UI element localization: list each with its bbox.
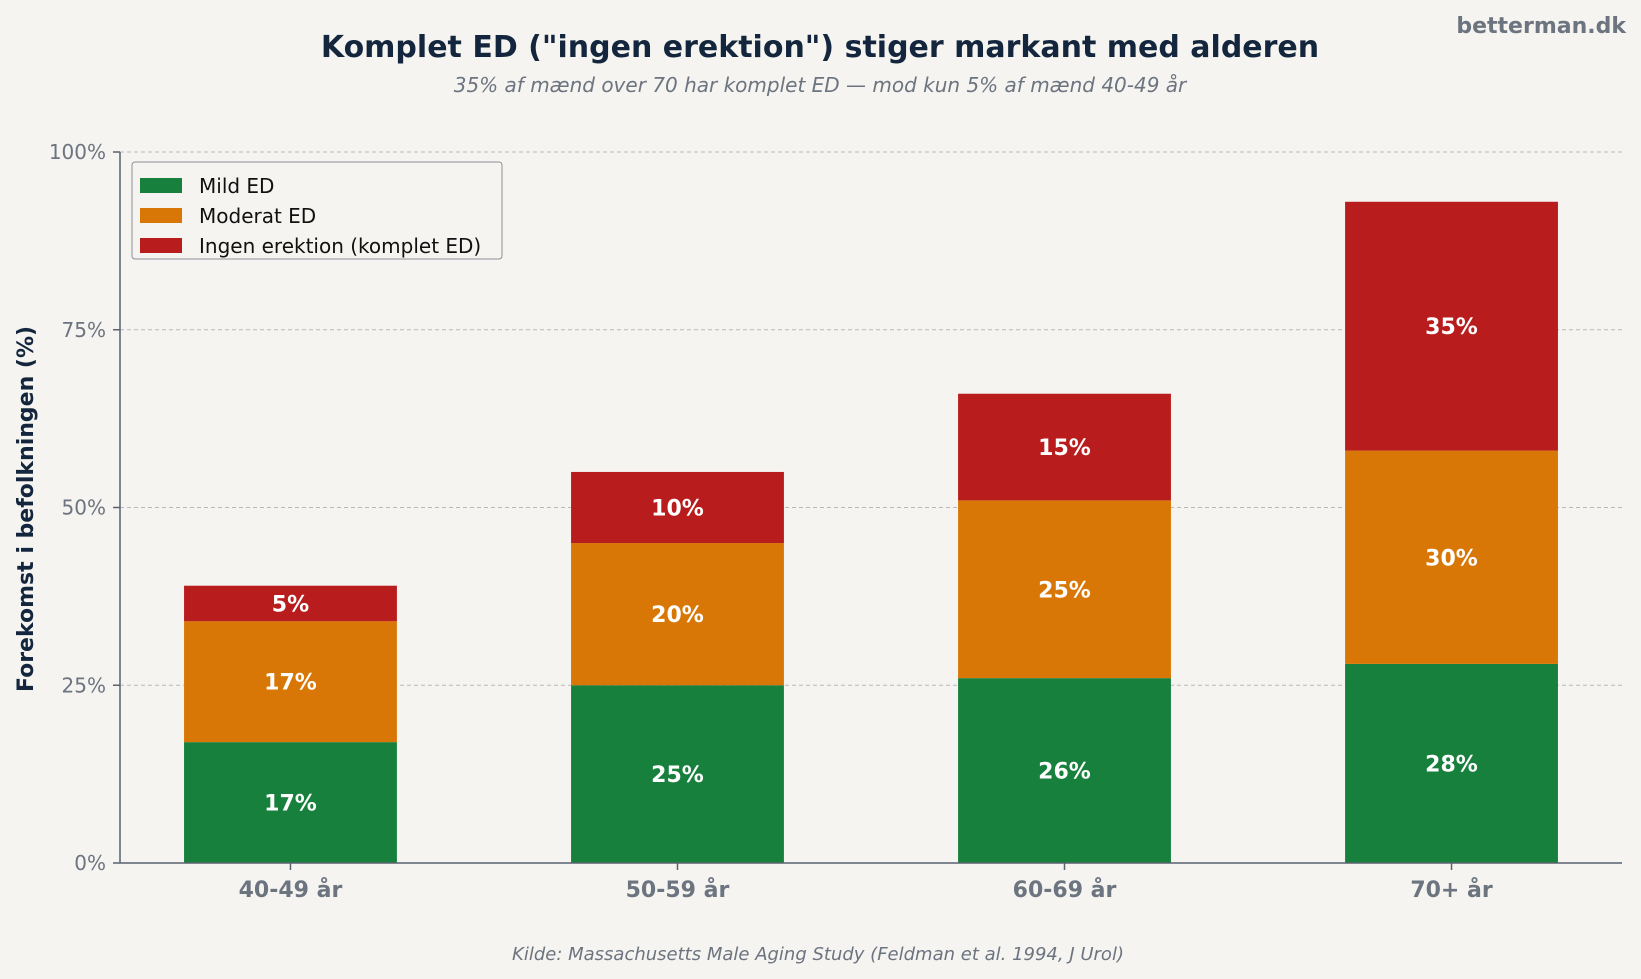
axes: 0% 25% 50% 75% 100% 40-49 år 50-59 år 60-69 år 7… [49, 140, 1622, 903]
bar-segment-1-1 [184, 742, 397, 863]
bar-value-label-1-4: 28% [1425, 752, 1478, 777]
bar-segment-1-4 [1345, 663, 1558, 863]
gridlines [120, 151, 1622, 686]
y-tick-label-75: 75% [62, 318, 106, 342]
y-axis-label: Forekomst i befolkningen (%) [14, 326, 39, 692]
chart-title: Komplet ED ("ingen erektion") stiger mar… [321, 30, 1319, 65]
bars [184, 201, 1558, 863]
legend: Mild ED Moderat ED Ingen erektion (komplet… [131, 161, 503, 260]
legend-swatch-1 [140, 178, 182, 193]
bar-segment-2-1 [184, 621, 397, 743]
bar-segment-1-3 [958, 678, 1171, 863]
legend-box [131, 161, 503, 260]
y-tick-label-100: 100% [49, 140, 106, 164]
x-tick-label-4: 70+ år [1410, 877, 1493, 903]
y-tick-label-25: 25% [62, 673, 106, 697]
y-tick-label-0: 0% [74, 851, 106, 875]
bar-value-label-2-1: 17% [264, 671, 317, 696]
chart-subtitle: 35% af mænd over 70 har komplet ED — mod… [454, 73, 1188, 97]
bar-value-label-3-2: 10% [651, 497, 704, 522]
bar-segment-2-2 [571, 543, 784, 686]
bar-value-label-3-3: 15% [1038, 436, 1091, 461]
bar-value-label-2-2: 20% [651, 603, 704, 628]
x-tick-label-2: 50-59 år [626, 877, 730, 903]
bar-value-label-3-1: 5% [272, 592, 309, 617]
source-note: Kilde: Massachusetts Male Aging Study (F… [512, 944, 1124, 965]
bar-segment-3-1 [184, 585, 397, 622]
legend-swatch-2 [140, 208, 182, 223]
bar-value-label-3-4: 35% [1425, 315, 1478, 340]
bar-segment-1-2 [571, 685, 784, 863]
x-tick-label-1: 40-49 år [239, 877, 343, 903]
bar-value-label-1-3: 26% [1038, 760, 1091, 785]
legend-swatch-3 [140, 238, 182, 253]
legend-label-3: Ingen erektion (komplet ED) [199, 234, 481, 258]
brand-label: betterman.dk [1456, 14, 1627, 39]
bar-value-label-2-4: 30% [1425, 546, 1478, 571]
bar-segment-3-2 [571, 471, 784, 544]
bar-value-label-1-1: 17% [264, 792, 317, 817]
segment-labels: 17% 17% 5% 25% 20% 10% 26% 25% 15% 28% 30% 35% [264, 315, 1478, 816]
x-tick-label-3: 60-69 år [1013, 877, 1117, 903]
legend-label-2: Moderat ED [199, 204, 316, 228]
bar-value-label-2-3: 25% [1038, 578, 1091, 603]
y-tick-label-50: 50% [62, 496, 106, 520]
bar-segment-2-3 [958, 500, 1171, 679]
bar-segment-3-4 [1345, 201, 1558, 451]
bar-segment-3-3 [958, 393, 1171, 501]
legend-label-1: Mild ED [199, 174, 274, 198]
bar-segment-2-4 [1345, 450, 1558, 664]
bar-value-label-1-2: 25% [651, 763, 704, 788]
